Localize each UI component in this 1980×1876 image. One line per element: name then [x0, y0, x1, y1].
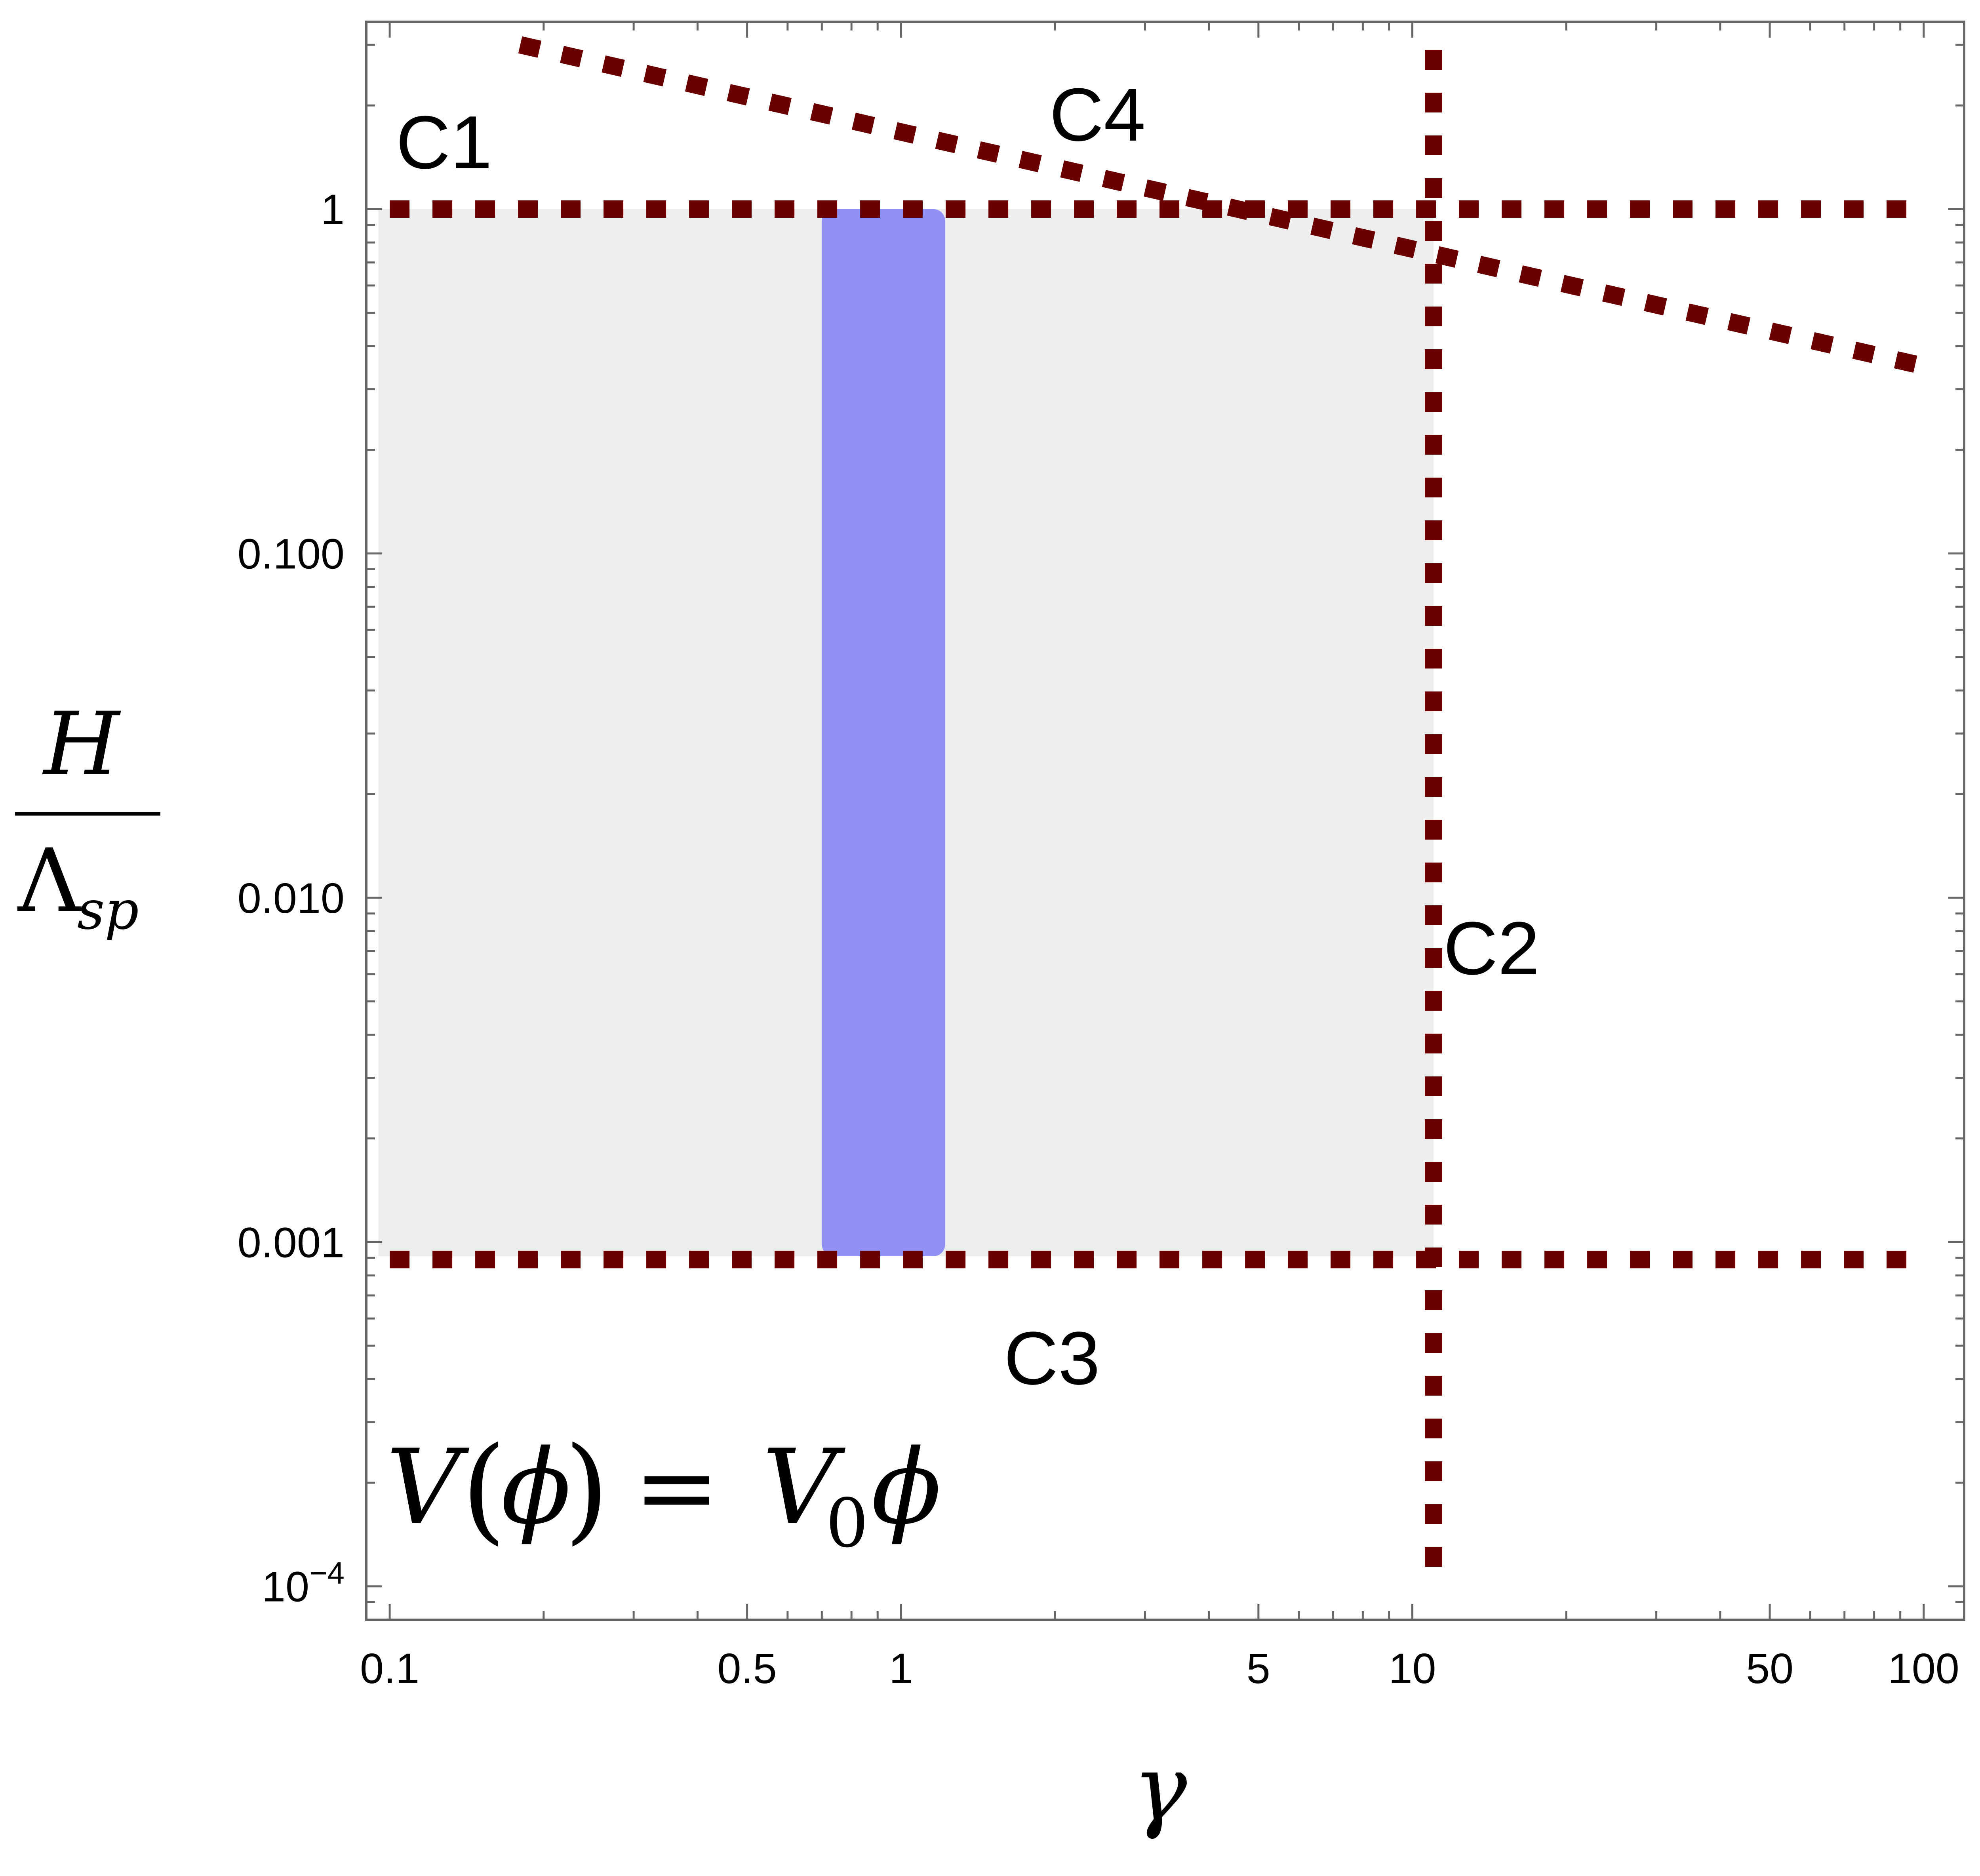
x-tick-label: 10	[1388, 1644, 1436, 1692]
annotation-v0: V	[762, 1428, 846, 1547]
annotation-close-paren: )	[564, 1423, 609, 1556]
potential-annotation: V ( ϕ ) = V 0 ϕ	[386, 1423, 941, 1563]
x-tick-label: 0.5	[718, 1644, 777, 1692]
x-axis-label: γ	[1133, 1736, 1187, 1842]
y-axis-label-denominator: Λ	[17, 830, 82, 931]
x-tick-label: 50	[1746, 1644, 1793, 1692]
y-tick-label-exponent: −4	[309, 1556, 345, 1590]
x-tick-label: 0.1	[360, 1644, 419, 1692]
regions-layer	[378, 209, 1434, 1256]
constraints-layer	[390, 36, 1926, 1572]
y-axis-label-denominator-sub: sp	[77, 879, 139, 941]
annotation-phi-rhs: ϕ	[871, 1428, 941, 1547]
y-tick-label: 0.100	[238, 529, 345, 577]
ticks-layer: 0.1 0.5 1 5 10 50 100 1 0.100 0.010 0.001 10−4	[238, 22, 1964, 1692]
y-axis-label: H Λ sp	[15, 693, 160, 941]
y-tick-label: 0.010	[238, 874, 345, 922]
annotation-v: V	[386, 1428, 470, 1547]
x-tick-label: 1	[889, 1644, 913, 1692]
constraint-line-c4	[518, 36, 1926, 375]
curve-label-c2: C2	[1443, 907, 1540, 990]
y-tick-label: 0.001	[238, 1218, 345, 1266]
region-band	[822, 209, 945, 1256]
labels-layer: C1 C2 C3 C4 V ( ϕ ) = V 0 ϕ γ H Λ sp	[15, 73, 1540, 1842]
plot-frame	[365, 21, 1965, 1621]
curve-label-c1: C1	[396, 101, 492, 185]
curve-label-c4: C4	[1049, 73, 1146, 157]
y-axis-label-numerator: H	[42, 693, 121, 795]
annotation-equals: =	[634, 1428, 720, 1547]
curve-label-c3: C3	[1004, 1316, 1100, 1400]
annotation-open-paren: (	[461, 1423, 506, 1556]
y-tick-label: 10−4	[262, 1556, 345, 1611]
annotation-subscript-0: 0	[826, 1484, 868, 1563]
x-tick-label: 5	[1247, 1644, 1270, 1692]
x-tick-label: 100	[1888, 1644, 1959, 1692]
annotation-phi: ϕ	[501, 1428, 571, 1547]
y-tick-label: 1	[321, 185, 345, 233]
